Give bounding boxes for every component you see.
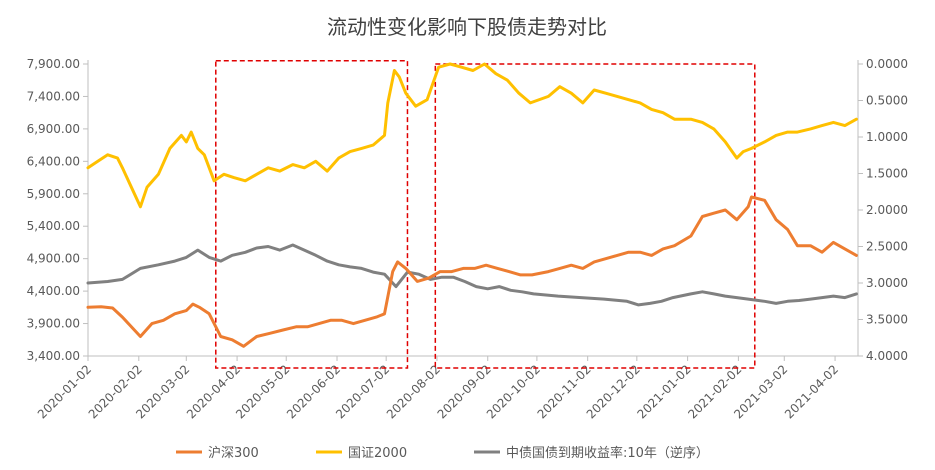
legend-label: 沪深300 bbox=[208, 445, 259, 461]
right-tick-label: 0.5000 bbox=[866, 94, 908, 108]
left-tick-label: 5,900.00 bbox=[27, 187, 80, 201]
series-lines bbox=[86, 62, 858, 348]
legend: 沪深300 国证2000 中债国债到期收益率:10年（逆序） bbox=[176, 445, 709, 461]
right-tick-label: 2.0000 bbox=[866, 203, 908, 217]
x-tick-label: 2021-04-02 bbox=[782, 362, 841, 421]
right-tick-label: 3.5000 bbox=[866, 313, 908, 327]
left-tick-label: 7,900.00 bbox=[27, 57, 80, 71]
highlight-box bbox=[215, 60, 409, 369]
right-tick-label: 4.0000 bbox=[866, 349, 908, 363]
right-tick-label: 1.5000 bbox=[866, 167, 908, 181]
left-tick-label: 4,900.00 bbox=[27, 252, 80, 266]
left-tick-label: 3,900.00 bbox=[27, 317, 80, 331]
series-line-1 bbox=[86, 62, 858, 209]
left-tick-label: 7,400.00 bbox=[27, 89, 80, 103]
x-tick-label: 2021-01-02 bbox=[635, 362, 694, 421]
left-tick-label: 5,400.00 bbox=[27, 219, 80, 233]
left-tick-label: 6,900.00 bbox=[27, 122, 80, 136]
right-tick-label: 0.0000 bbox=[866, 57, 908, 71]
legend-label: 中债国债到期收益率:10年（逆序） bbox=[506, 445, 709, 461]
highlight-boxes bbox=[215, 60, 756, 369]
right-tick-label: 1.0000 bbox=[866, 130, 908, 144]
series-line-2 bbox=[86, 243, 858, 307]
x-tick-label: 2020-08-02 bbox=[384, 362, 443, 421]
right-tick-label: 3.0000 bbox=[866, 276, 908, 290]
legend-label: 国证2000 bbox=[348, 446, 407, 461]
axes: 3,400.00 3,900.00 4,400.00 4,900.00 5,400.00… bbox=[27, 57, 908, 421]
series-line-0 bbox=[86, 195, 858, 348]
left-tick-label: 6,400.00 bbox=[27, 154, 80, 168]
x-tick-label: 2020-01-02 bbox=[35, 362, 94, 421]
left-tick-label: 3,400.00 bbox=[27, 349, 80, 363]
right-tick-label: 2.5000 bbox=[866, 240, 908, 254]
chart-title: 流动性变化影响下股债走势对比 bbox=[327, 15, 607, 39]
left-tick-label: 4,400.00 bbox=[27, 284, 80, 298]
